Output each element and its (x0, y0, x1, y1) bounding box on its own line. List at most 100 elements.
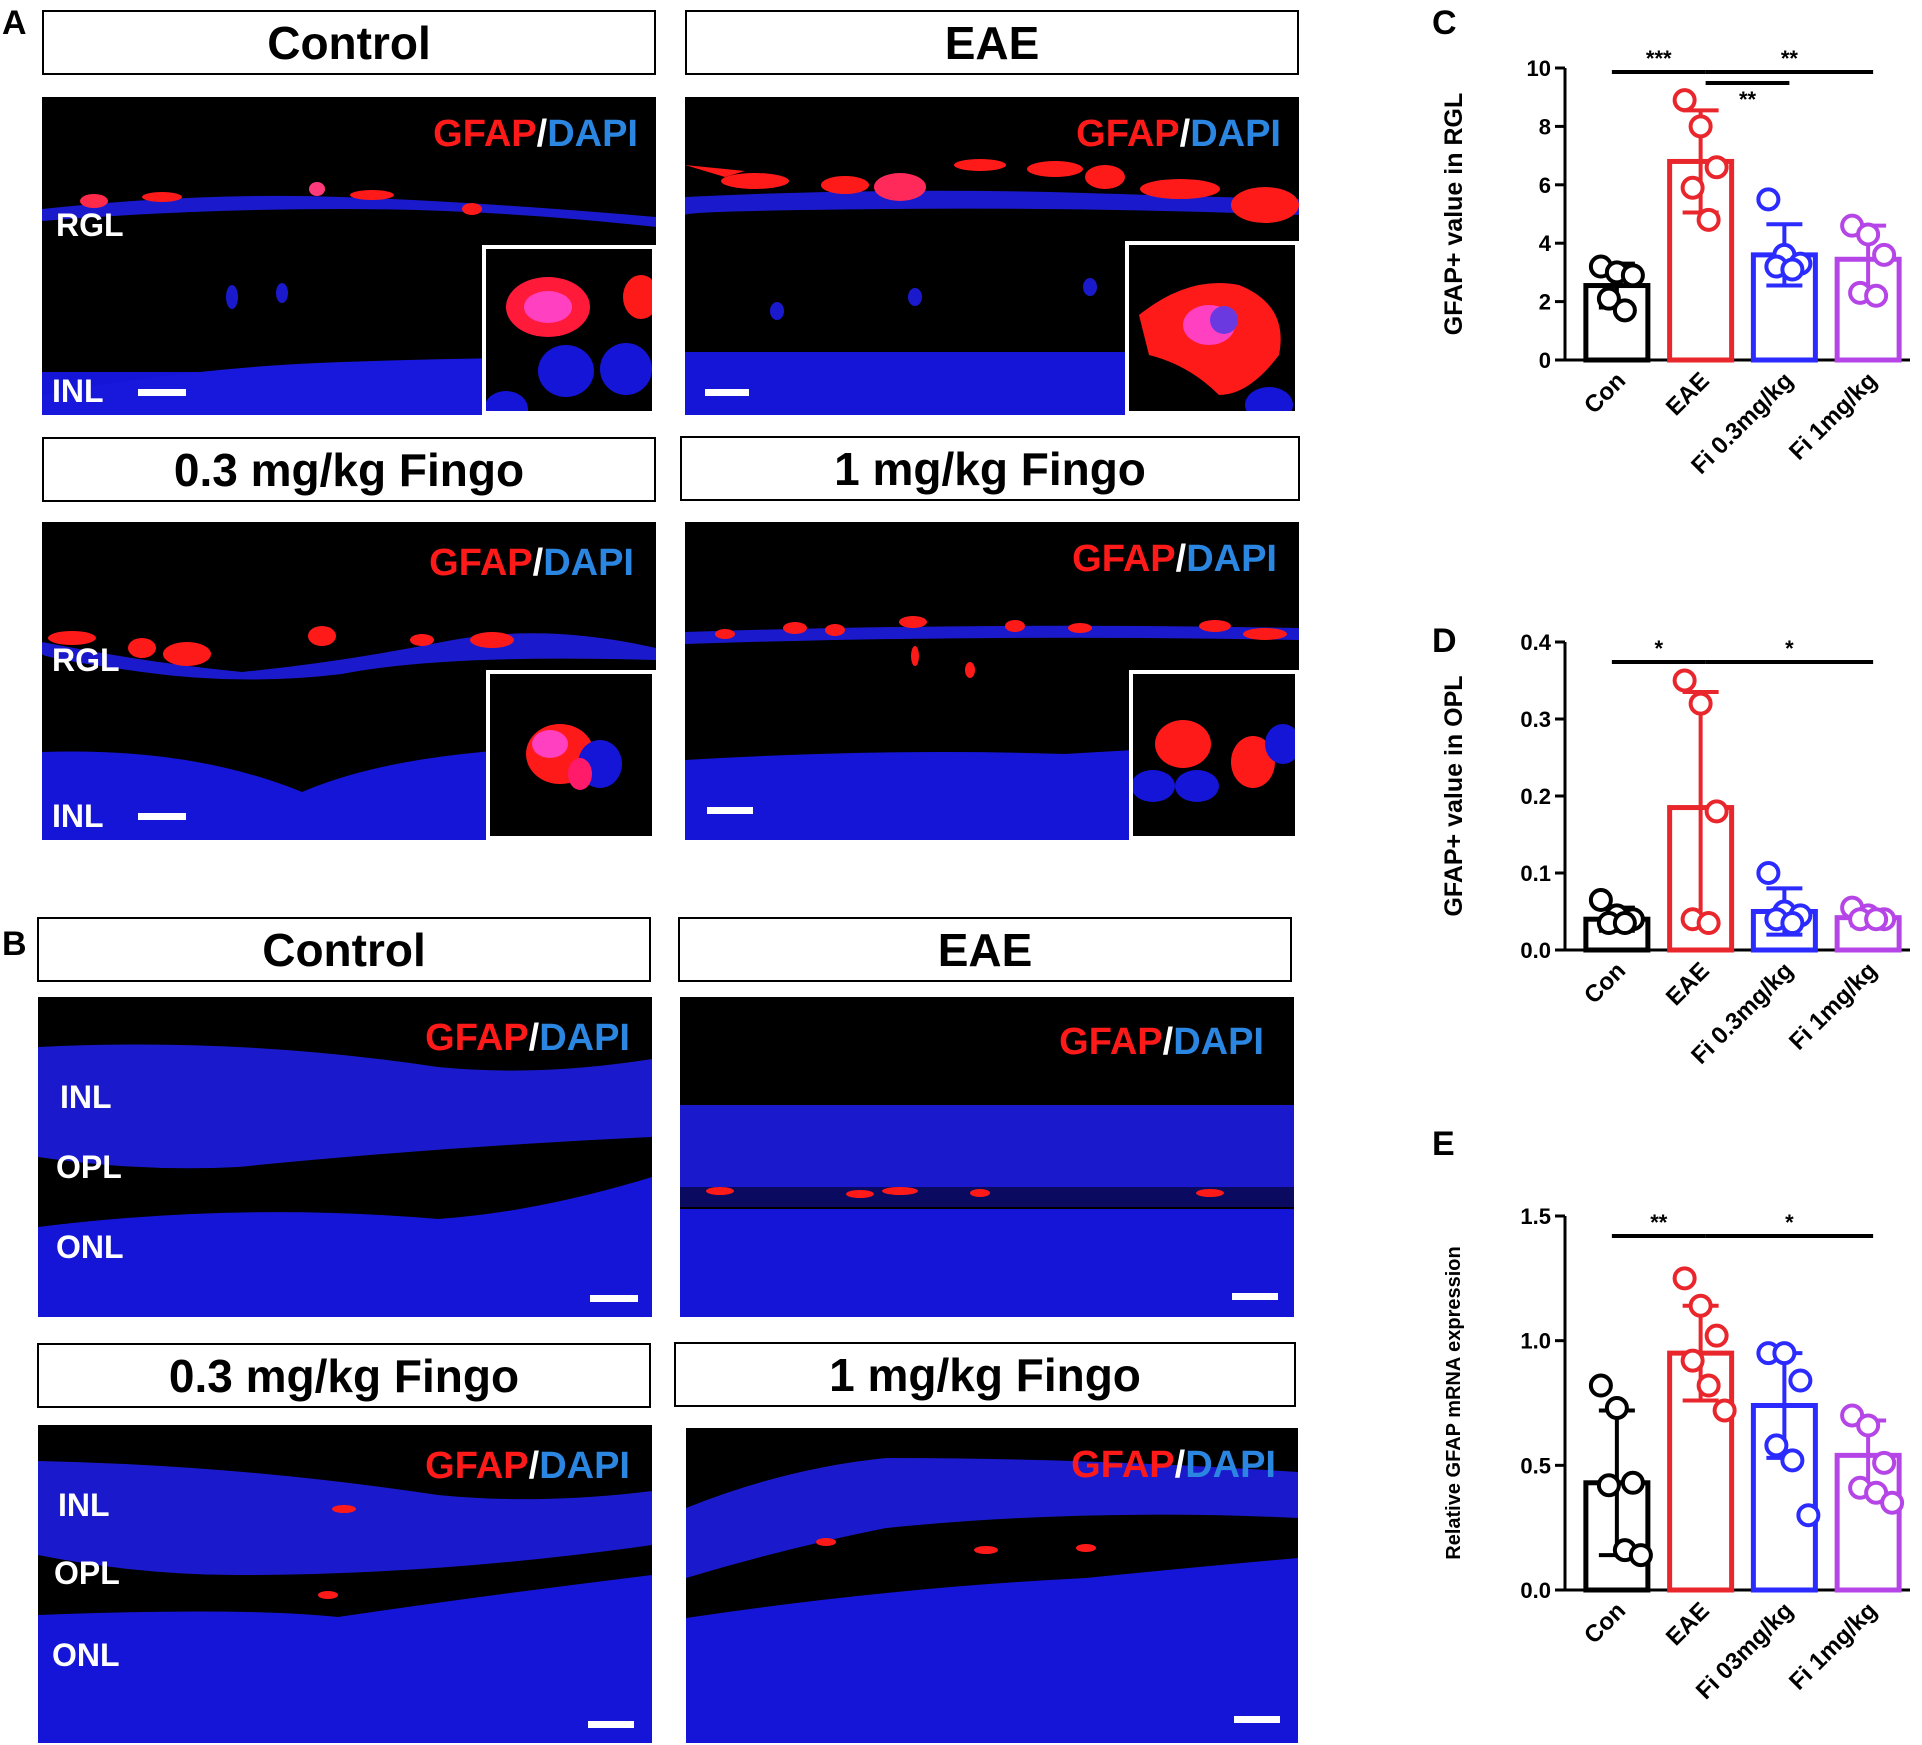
y-tick-label: 4 (1539, 231, 1552, 256)
micrograph-b-eae: GFAP/DAPI (680, 997, 1294, 1317)
data-point (1696, 1373, 1721, 1398)
stain-label: GFAP/DAPI (433, 113, 638, 155)
y-tick-label: 0.1 (1520, 861, 1551, 886)
scale-bar (590, 1295, 638, 1302)
data-point (1880, 1490, 1905, 1515)
panel-label-d: D (1432, 622, 1457, 660)
data-point (1788, 1368, 1813, 1393)
x-tick-label: Con (1579, 1597, 1631, 1649)
data-point (1672, 668, 1697, 693)
data-point (1704, 155, 1729, 180)
micrograph-b-fingo-03: GFAP/DAPI INL OPL ONL (38, 1425, 652, 1743)
significance-label: * (1785, 1210, 1794, 1235)
data-point (1604, 1395, 1629, 1420)
micrograph-a-fingo-03: GFAP/DAPI RGL INL (42, 522, 656, 840)
panel-label-e: E (1432, 1125, 1455, 1163)
scale-bar (1234, 1716, 1280, 1723)
micrograph-b-control: GFAP/DAPI INL OPL ONL (38, 997, 652, 1317)
y-axis-label: GFAP+ value in RGL (1440, 93, 1468, 335)
panel-a-title-control: Control (42, 10, 656, 75)
panel-label-c: C (1432, 4, 1457, 42)
y-tick-label: 1.0 (1520, 1329, 1551, 1354)
data-point (1588, 1373, 1613, 1398)
inset-zoom (482, 245, 656, 415)
inset-zoom (1125, 241, 1299, 415)
data-point (1680, 175, 1705, 200)
chart-e: 0.0 0.5 1.0 1.5 Relative GFAP mRNA expressio… (1430, 1120, 1922, 1740)
data-point (1596, 1473, 1621, 1498)
micrograph-a-eae: GFAP/DAPI (685, 97, 1299, 415)
scale-bar (138, 813, 186, 820)
significance-label: ** (1739, 87, 1757, 112)
y-tick-label: 0.0 (1520, 1578, 1551, 1603)
x-tick-label: EAE (1661, 957, 1715, 1011)
y-tick-label: 0 (1539, 348, 1551, 373)
inset-zoom (486, 670, 656, 840)
scale-bar (705, 389, 749, 396)
data-point (1764, 1433, 1789, 1458)
data-point (1620, 1470, 1645, 1495)
panel-b-title-eae: EAE (678, 917, 1292, 982)
chart-d-svg: 0.0 0.1 0.2 0.3 0.4 GFAP+ value in OPL Con EAE F… (1440, 630, 1910, 1070)
data-point (1620, 263, 1645, 288)
data-point (1796, 1503, 1821, 1528)
data-point (1628, 1543, 1653, 1568)
x-tick-label: Con (1579, 957, 1631, 1009)
x-tick-label: Con (1579, 367, 1631, 419)
data-point (1704, 799, 1729, 824)
retina-onl-image (38, 1461, 652, 1743)
data-point (1864, 283, 1889, 308)
panel-a-title-fingo-1: 1 mg/kg Fingo (680, 436, 1300, 501)
y-tick-label: 0.2 (1520, 784, 1551, 809)
retina-onl-image (38, 1044, 652, 1317)
stain-label: GFAP/DAPI (1059, 1021, 1264, 1063)
panel-label-a: A (2, 4, 27, 42)
micrograph-a-control: GFAP/DAPI RGL INL (42, 97, 656, 415)
data-point (1756, 187, 1781, 212)
chart-d: 0.0 0.1 0.2 0.3 0.4 GFAP+ value in OPL Con EAE F… (1430, 620, 1922, 1125)
micrograph-b-fingo-1: GFAP/DAPI (686, 1428, 1298, 1743)
layer-label-inl: INL (52, 798, 104, 834)
layer-label-rgl: RGL (52, 642, 120, 678)
stain-label: GFAP/DAPI (429, 542, 634, 584)
y-tick-label: 8 (1539, 114, 1551, 139)
panel-a-title-fingo-03: 0.3 mg/kg Fingo (42, 437, 656, 502)
data-point (1856, 222, 1881, 247)
data-point (1612, 298, 1637, 323)
data-point (1696, 207, 1721, 232)
x-tick-label: EAE (1661, 367, 1715, 421)
scale-bar (707, 807, 753, 814)
inset-zoom (1129, 670, 1299, 840)
data-point (1872, 242, 1897, 267)
x-tick-label: Fi 1mg/kg (1784, 1597, 1882, 1695)
stain-label: GFAP/DAPI (1071, 1444, 1276, 1486)
retina-onl-image (680, 1105, 1294, 1317)
scale-bar (1232, 1293, 1278, 1300)
significance-label: ** (1650, 1210, 1668, 1235)
chart-c: 0 2 4 6 8 10 GFAP+ value in RGL Con EAE Fi 0.3mg/… (1430, 30, 1922, 620)
layer-label-inl: INL (58, 1487, 110, 1523)
data-point (1780, 257, 1805, 282)
y-axis-label: GFAP+ value in OPL (1440, 675, 1468, 916)
data-point (1688, 1293, 1713, 1318)
y-tick-label: 1.5 (1520, 1204, 1551, 1229)
y-tick-label: 0.3 (1520, 707, 1551, 732)
panel-label-b: B (2, 925, 27, 963)
y-tick-label: 6 (1539, 173, 1551, 198)
data-point (1772, 1341, 1797, 1366)
data-point (1680, 1348, 1705, 1373)
data-point (1756, 861, 1781, 885)
layer-label-inl: INL (52, 373, 104, 409)
layer-label-onl: ONL (52, 1637, 120, 1673)
scale-bar (138, 389, 186, 396)
significance-label: ** (1781, 46, 1799, 71)
layer-label-opl: OPL (56, 1149, 122, 1185)
data-point (1872, 1450, 1897, 1475)
stain-label: GFAP/DAPI (1076, 113, 1281, 155)
x-tick-label: Fi 1mg/kg (1784, 367, 1882, 465)
data-point (1856, 1413, 1881, 1438)
layer-label-onl: ONL (56, 1229, 124, 1265)
significance-label: * (1785, 636, 1794, 661)
data-point (1672, 88, 1697, 113)
